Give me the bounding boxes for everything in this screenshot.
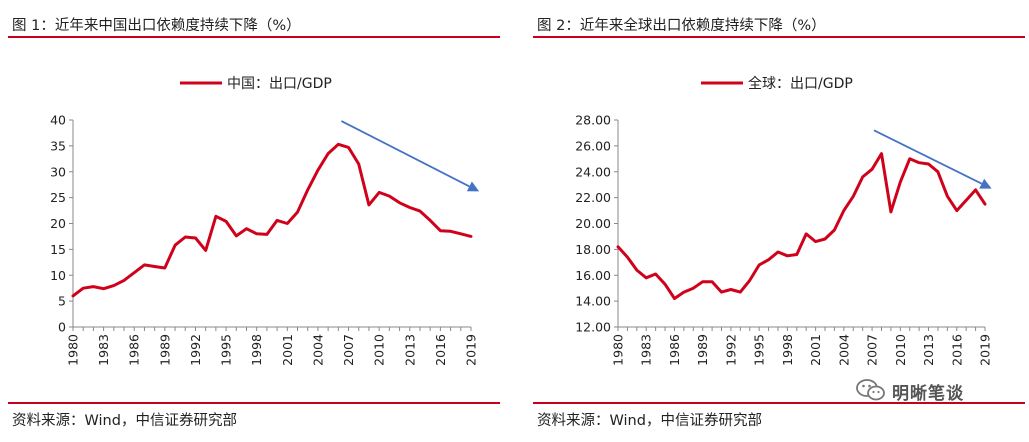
x-tick-label: 1995	[219, 334, 234, 366]
legend-label: 全球：出口/GDP	[748, 75, 853, 92]
x-tick-label: 2019	[978, 334, 993, 366]
y-tick-label: 25	[50, 190, 66, 205]
trend-arrow-head	[979, 178, 992, 189]
watermark: 明晰笔谈	[856, 378, 1006, 404]
y-tick-label: 22.00	[575, 190, 611, 205]
y-tick-label: 26.00	[575, 138, 611, 153]
title-rule	[8, 36, 500, 38]
trend-arrow-line	[873, 129, 983, 185]
source-note: 资料来源：Wind，中信证券研究部	[12, 413, 237, 429]
x-tick-label: 1992	[723, 334, 738, 366]
source-rule	[533, 402, 1025, 404]
chart-panel-1: 图 1：近年来中国出口依赖度持续下降（%） 0 5 10 15 20 25 30 35 40 19…	[8, 0, 500, 442]
x-tick-label: 1998	[249, 334, 264, 366]
x-tick-label: 2004	[836, 334, 851, 366]
y-tick-label: 40	[50, 113, 66, 128]
y-tick-label: 20	[50, 216, 66, 231]
x-tick-label: 2004	[310, 334, 325, 366]
x-tick-label: 2013	[921, 334, 936, 366]
y-tick-label: 20.00	[575, 216, 611, 231]
wechat-icon	[856, 379, 885, 401]
y-tick-label: 0	[58, 320, 66, 335]
y-tick-label: 30	[50, 164, 66, 179]
x-tick-label: 1989	[157, 334, 172, 366]
y-tick-label: 14.00	[575, 294, 611, 309]
series-line	[616, 152, 987, 300]
x-tick-label: 1986	[127, 334, 142, 366]
x-tick-label: 1989	[695, 334, 710, 366]
line-chart-global: 12.00 14.00 16.00 18.00 20.00 22.00 24.00 26.00…	[575, 75, 993, 366]
y-tick-label: 15	[50, 242, 66, 257]
figure-title: 图 2：近年来全球出口依赖度持续下降（%）	[537, 18, 826, 34]
y-tick-label: 28.00	[575, 113, 611, 128]
x-tick-label: 2019	[464, 334, 479, 366]
x-tick-label: 2010	[372, 334, 387, 366]
legend-label: 中国：出口/GDP	[227, 76, 332, 92]
x-tick-label: 1983	[96, 334, 111, 366]
x-tick-label: 2013	[402, 334, 417, 366]
title-rule	[533, 36, 1025, 38]
x-tick-label: 1980	[66, 334, 81, 366]
figure-title: 图 1：近年来中国出口依赖度持续下降（%）	[12, 18, 301, 34]
line-chart-china: 0 5 10 15 20 25 30 35 40 1980 1983 1986 1989 1992 1995…	[50, 76, 480, 366]
y-tick-label: 10	[50, 268, 66, 283]
x-tick-label: 1995	[752, 334, 767, 366]
x-tick-label: 1992	[188, 334, 203, 366]
y-tick-label: 16.00	[575, 268, 611, 283]
chart-panel-2: 图 2：近年来全球出口依赖度持续下降（%） 12.00 14.00 16.00 18.…	[533, 0, 1025, 442]
x-tick-label: 2001	[808, 334, 823, 366]
x-tick-label: 1980	[611, 334, 626, 366]
y-tick-label: 35	[50, 138, 66, 153]
series-line	[71, 142, 473, 298]
watermark-text: 明晰笔谈	[892, 384, 964, 404]
y-tick-label: 5	[58, 294, 66, 309]
x-tick-label: 2016	[433, 334, 448, 366]
x-tick-label: 2016	[949, 334, 964, 366]
x-tick-label: 2010	[893, 334, 908, 366]
x-tick-label: 2007	[341, 334, 356, 366]
x-tick-label: 1983	[639, 334, 654, 366]
trend-arrow-line	[340, 120, 470, 188]
y-tick-label: 24.00	[575, 164, 611, 179]
y-tick-label: 12.00	[575, 320, 611, 335]
x-tick-label: 1986	[667, 334, 682, 366]
x-tick-label: 2001	[280, 334, 295, 366]
source-rule	[8, 402, 500, 404]
trend-arrow-head	[466, 181, 480, 192]
x-tick-label: 1998	[780, 334, 795, 366]
x-tick-label: 2007	[865, 334, 880, 366]
source-note: 资料来源：Wind，中信证券研究部	[537, 413, 762, 429]
y-tick-label: 18.00	[575, 242, 611, 257]
